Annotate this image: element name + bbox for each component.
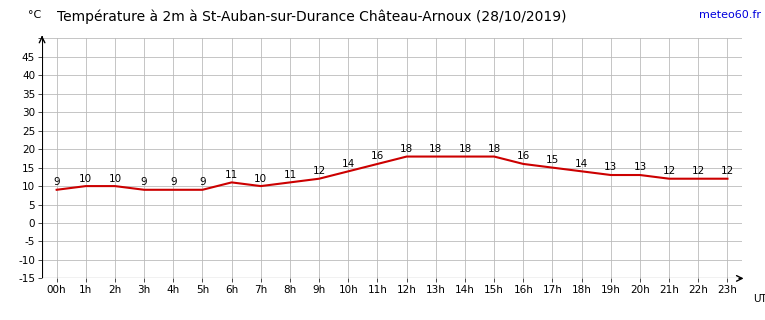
Text: °C: °C (28, 10, 41, 20)
Text: 13: 13 (633, 163, 646, 172)
Text: 13: 13 (604, 163, 617, 172)
Text: 9: 9 (199, 177, 206, 187)
Text: 16: 16 (371, 151, 384, 161)
Text: 9: 9 (141, 177, 148, 187)
Text: 18: 18 (487, 144, 501, 154)
Text: 11: 11 (283, 170, 297, 180)
Text: 10: 10 (254, 173, 268, 183)
Text: meteo60.fr: meteo60.fr (699, 10, 761, 20)
Text: 18: 18 (400, 144, 413, 154)
Text: UTC: UTC (754, 294, 765, 304)
Text: 12: 12 (662, 166, 675, 176)
Text: 18: 18 (458, 144, 471, 154)
Text: 14: 14 (342, 159, 355, 169)
Text: 9: 9 (170, 177, 177, 187)
Text: 14: 14 (575, 159, 588, 169)
Text: 18: 18 (429, 144, 442, 154)
Text: 15: 15 (546, 155, 559, 165)
Text: 12: 12 (721, 166, 734, 176)
Text: Température à 2m à St-Auban-sur-Durance Château-Arnoux (28/10/2019): Température à 2m à St-Auban-sur-Durance … (57, 10, 567, 24)
Text: 11: 11 (225, 170, 238, 180)
Text: 10: 10 (109, 173, 122, 183)
Text: 12: 12 (313, 166, 326, 176)
Text: 9: 9 (54, 177, 60, 187)
Text: 10: 10 (80, 173, 93, 183)
Text: 16: 16 (516, 151, 530, 161)
Text: 12: 12 (692, 166, 705, 176)
